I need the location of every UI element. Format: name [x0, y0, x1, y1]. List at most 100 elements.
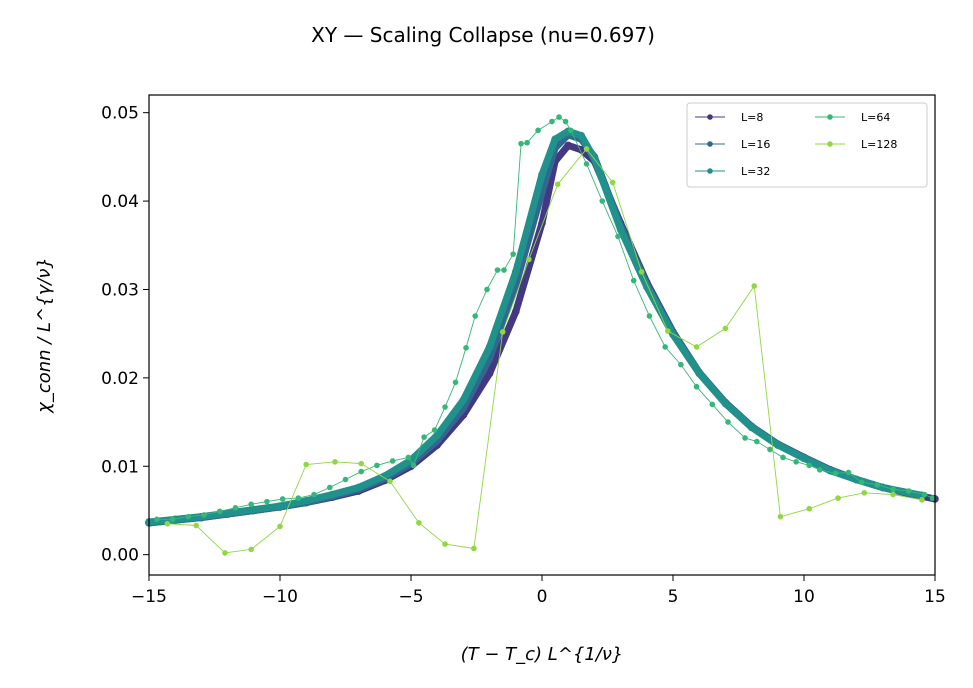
series-L=64: [154, 114, 936, 523]
data-point: [806, 462, 813, 469]
data-point: [609, 179, 616, 186]
data-point: [501, 267, 507, 273]
data-point: [431, 427, 438, 433]
data-point: [538, 170, 546, 179]
data-point: [512, 307, 520, 316]
data-point: [568, 127, 574, 134]
data-point: [311, 491, 317, 498]
legend-marker: [827, 114, 833, 120]
data-point: [326, 484, 333, 491]
data-point: [616, 225, 625, 234]
data-point: [295, 495, 302, 501]
data-point: [358, 460, 365, 467]
data-point: [725, 419, 731, 425]
data-point: [518, 140, 524, 147]
data-point: [599, 198, 606, 204]
legend-label: L=16: [741, 138, 770, 151]
data-point: [442, 541, 448, 547]
y-tick-label: 0.05: [101, 104, 139, 124]
x-tick-label: −10: [262, 587, 298, 607]
y-axis: 0.00 0.01 0.02 0.03 0.04 0.05: [101, 104, 149, 566]
data-point: [780, 454, 786, 461]
legend-marker: [707, 141, 713, 147]
data-point: [535, 127, 541, 134]
x-axis-label: (T − T_c) L^{1/ν}: [461, 644, 624, 665]
data-point: [232, 505, 239, 511]
data-point: [485, 343, 494, 351]
data-point: [452, 379, 459, 386]
data-point: [463, 345, 469, 351]
x-tick-label: −5: [398, 587, 423, 607]
data-point: [248, 501, 254, 508]
data-point: [816, 467, 823, 473]
y-tick-label: 0.01: [101, 457, 139, 477]
y-axis-label: χ_conn / L^{γ/ν}: [34, 257, 55, 414]
data-point: [549, 118, 555, 125]
data-point: [248, 546, 254, 553]
data-point: [662, 344, 668, 350]
data-point: [852, 475, 861, 484]
data-point: [562, 118, 569, 125]
data-point: [793, 459, 799, 465]
data-point: [751, 283, 758, 289]
data-point: [664, 328, 671, 334]
data-point: [472, 313, 478, 319]
y-tick-label: 0.00: [101, 546, 139, 566]
series-L=128: [164, 146, 925, 556]
data-point: [216, 508, 223, 515]
data-point: [742, 435, 748, 441]
data-point: [806, 505, 813, 512]
data-point: [615, 233, 621, 240]
data-point: [556, 114, 562, 120]
data-point: [342, 476, 349, 483]
data-point: [459, 396, 468, 404]
data-point: [777, 513, 784, 520]
data-point: [890, 486, 896, 493]
data-point: [564, 141, 572, 150]
x-tick-label: 10: [793, 587, 815, 607]
data-point: [512, 267, 520, 276]
data-point: [630, 277, 637, 284]
legend-marker: [707, 114, 713, 120]
data-point: [499, 329, 506, 335]
data-point: [722, 325, 729, 332]
data-point: [485, 369, 494, 378]
data-point: [554, 181, 561, 188]
legend-label: L=128: [861, 138, 897, 151]
data-point: [721, 399, 730, 408]
x-tick-label: −15: [131, 587, 167, 607]
x-axis: −15 −10 −5 0 5 10 15: [131, 575, 946, 607]
data-point: [433, 431, 442, 440]
data-point: [526, 256, 532, 263]
data-point: [695, 369, 703, 378]
data-point: [845, 469, 852, 476]
legend-marker: [827, 141, 833, 147]
data-point: [185, 513, 192, 520]
legend-box: [686, 102, 928, 188]
legend-label: L=64: [861, 111, 890, 124]
x-tick-label: 0: [537, 587, 548, 607]
data-point: [416, 520, 422, 526]
data-point: [919, 497, 925, 503]
data-point: [169, 516, 176, 523]
data-point: [164, 520, 171, 527]
data-point: [223, 509, 232, 517]
series-line: [167, 148, 922, 554]
y-tick-label: 0.04: [101, 192, 139, 212]
legend-label: L=8: [741, 111, 763, 124]
data-point: [874, 482, 881, 488]
data-point: [494, 267, 501, 273]
data-point: [328, 490, 337, 499]
data-point: [193, 522, 199, 529]
data-point: [929, 495, 936, 501]
data-point: [858, 479, 865, 485]
data-point: [421, 434, 427, 440]
data-point: [303, 461, 310, 468]
data-point: [332, 459, 338, 465]
data-point: [693, 383, 700, 390]
data-point: [767, 446, 773, 453]
data-point: [832, 470, 839, 477]
data-point: [709, 401, 716, 408]
data-point: [250, 505, 258, 514]
